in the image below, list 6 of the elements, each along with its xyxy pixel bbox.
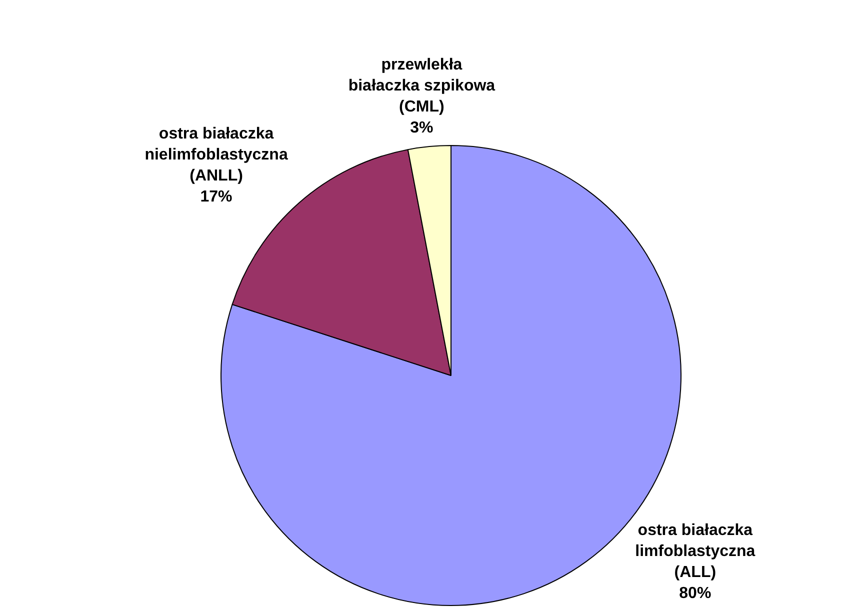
data-label: 17% — [200, 188, 232, 206]
slice-label: ostra białaczka limfoblastyczna (ALL) — [635, 522, 756, 581]
slice-label: ostra białaczka nielimfoblastyczna (ANLL) — [144, 125, 288, 184]
data-label: 3% — [410, 120, 434, 137]
slice-label: przewlekła białaczka szpikowa (CML) — [348, 56, 496, 116]
data-label: 80% — [679, 584, 712, 602]
